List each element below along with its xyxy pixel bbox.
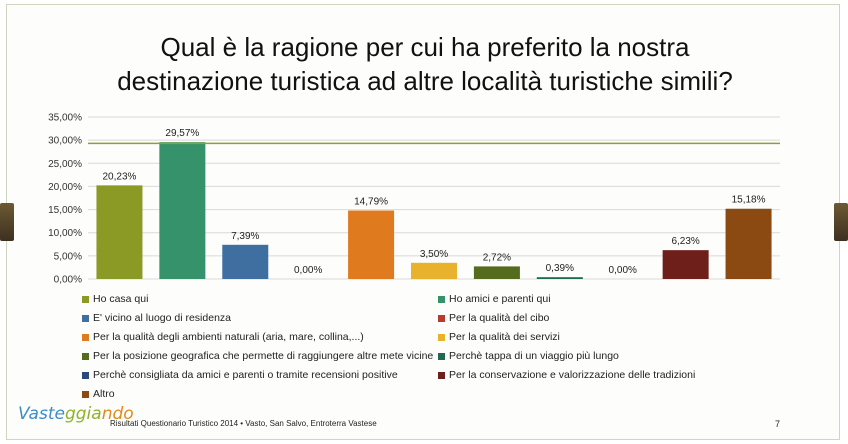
bar [536, 277, 583, 279]
bar [222, 244, 269, 279]
legend-label: Per la qualità dei servizi [449, 331, 560, 343]
legend-item: Per la posizione geografica che permette… [82, 348, 433, 364]
legend-swatch [438, 352, 445, 360]
legend-label: Perchè consigliata da amici e parenti o … [93, 369, 398, 381]
data-label: 3,50% [420, 249, 448, 260]
legend-swatch [82, 295, 89, 303]
legend-label: E' vicino al luogo di residenza [93, 312, 232, 324]
legend-label: Perchè tappa di un viaggio più lungo [449, 350, 619, 362]
legend-swatch [82, 371, 89, 379]
bar [473, 266, 520, 279]
title-line-1: Qual è la ragione per cui ha preferito l… [160, 32, 690, 62]
data-label: 2,72% [483, 252, 511, 263]
y-tick-label: 20,00% [48, 182, 82, 193]
legend-item: Ho amici e parenti qui [438, 291, 551, 307]
data-label: 15,18% [732, 195, 766, 206]
y-tick-label: 15,00% [48, 205, 82, 216]
legend-swatch [438, 333, 445, 341]
legend-label: Ho casa qui [93, 293, 149, 305]
legend-label: Per la qualità del cibo [449, 312, 550, 324]
data-label: 6,23% [671, 236, 699, 247]
title-line-2: destinazione turistica ad altre località… [117, 66, 733, 96]
legend-item: Perchè tappa di un viaggio più lungo [438, 348, 619, 364]
y-tick-label: 0,00% [54, 275, 82, 286]
data-label: 0,39% [546, 263, 574, 274]
y-tick-label: 35,00% [48, 113, 82, 124]
page-number: 7 [775, 419, 781, 429]
data-label: 0,00% [294, 265, 322, 276]
right-tab [834, 203, 848, 241]
y-tick-label: 10,00% [48, 228, 82, 239]
legend-swatch [438, 371, 445, 379]
legend-label: Ho amici e parenti qui [449, 293, 551, 305]
y-tick-label: 25,00% [48, 159, 82, 170]
data-label: 29,57% [165, 128, 199, 139]
legend-swatch [438, 295, 445, 303]
legend-swatch [438, 314, 445, 322]
legend-item: E' vicino al luogo di residenza [82, 310, 231, 326]
legend-label: Per la qualità degli ambienti naturali (… [93, 331, 364, 343]
legend-swatch [82, 352, 89, 360]
y-tick-label: 5,00% [54, 251, 82, 262]
legend-item: Per la conservazione e valorizzazione de… [438, 367, 695, 383]
bar [725, 208, 772, 279]
data-label: 14,79% [354, 197, 388, 208]
legend-label: Per la conservazione e valorizzazione de… [449, 369, 696, 381]
data-label: 20,23% [102, 171, 136, 182]
page-title: Qual è la ragione per cui ha preferito l… [60, 30, 790, 98]
legend-label: Altro [93, 388, 115, 400]
slide-frame [6, 4, 840, 440]
legend-item: Per la qualità dei servizi [438, 329, 560, 345]
logo: Vasteggiando [18, 404, 134, 424]
legend-item: Ho casa qui [82, 291, 148, 307]
legend-item: Per la qualità del cibo [438, 310, 549, 326]
data-label: 7,39% [231, 231, 259, 242]
bar [662, 250, 709, 279]
bar [159, 142, 206, 279]
left-tab [0, 203, 14, 241]
legend-swatch [82, 390, 89, 398]
legend-item: Per la qualità degli ambienti naturali (… [82, 329, 364, 345]
y-tick-label: 30,00% [48, 136, 82, 147]
bar [411, 262, 457, 279]
footer-text: Risultati Questionario Turistico 2014 • … [110, 419, 377, 428]
legend-item: Altro [82, 386, 115, 402]
legend-item: Perchè consigliata da amici e parenti o … [82, 367, 398, 383]
data-label: 0,00% [609, 265, 637, 276]
legend-swatch [82, 314, 89, 322]
bar [348, 210, 395, 279]
legend-label: Per la posizione geografica che permette… [93, 350, 434, 362]
legend-swatch [82, 333, 89, 341]
bar [96, 185, 143, 279]
